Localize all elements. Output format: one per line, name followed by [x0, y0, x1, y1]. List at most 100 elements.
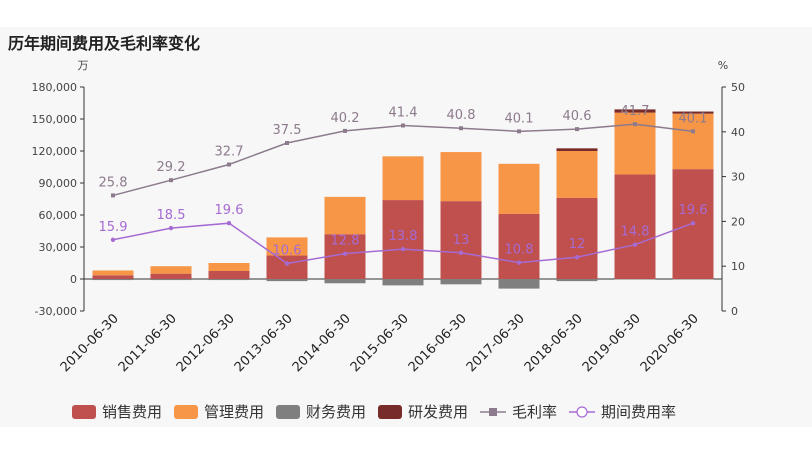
left-axis-unit: 万	[78, 59, 89, 72]
right-tick-label: 10	[731, 260, 745, 273]
bar-segment	[556, 197, 598, 279]
right-tick-label: 40	[731, 126, 745, 139]
line-point	[342, 251, 348, 256]
x-tick-label: 2015-06-30	[348, 311, 412, 375]
left-tick-label: 120,000	[32, 145, 78, 158]
data-label: 32.7	[215, 145, 244, 160]
data-label: 12.8	[331, 234, 360, 249]
data-label: 40.8	[447, 108, 476, 123]
bar-segment	[672, 111, 714, 114]
line-point	[574, 255, 580, 260]
data-label: 19.6	[215, 203, 244, 218]
right-tick-label: 30	[731, 171, 745, 184]
bar-segment	[556, 151, 598, 198]
data-label: 37.5	[273, 123, 302, 138]
line-point	[458, 250, 464, 255]
line-point	[227, 162, 231, 167]
data-label: 25.8	[99, 175, 128, 190]
x-tick-label: 2011-06-30	[116, 311, 180, 375]
left-tick-label: 180,000	[32, 81, 78, 94]
data-label: 10.8	[505, 243, 534, 258]
line-point	[575, 127, 579, 132]
legend-label: 管理费用	[204, 403, 264, 421]
bar-segment	[208, 263, 250, 271]
data-label: 29.2	[157, 160, 186, 175]
line-point	[111, 193, 115, 198]
bar-segment	[614, 174, 656, 279]
data-label: 18.5	[157, 208, 186, 223]
line-point	[632, 242, 638, 247]
bar-segment	[498, 279, 540, 289]
line-point	[168, 225, 174, 231]
right-tick-label: 0	[731, 305, 738, 318]
legend-label: 毛利率	[512, 403, 557, 421]
right-tick-label: 50	[731, 81, 745, 94]
bar-segment	[440, 201, 482, 279]
bar-segment	[556, 148, 598, 151]
line-point	[284, 261, 290, 266]
data-label: 40.1	[679, 111, 708, 126]
legend-swatch	[378, 405, 402, 419]
bar-segment	[382, 156, 424, 201]
right-axis-unit: %	[718, 59, 728, 72]
x-tick-label: 2016-06-30	[406, 311, 470, 375]
bar-segment	[208, 279, 250, 281]
line-point	[285, 141, 289, 145]
bar-segment	[150, 266, 192, 274]
x-tick-label: 2020-06-30	[638, 311, 702, 375]
bar-segment	[440, 152, 482, 202]
left-tick-label: 30,000	[39, 241, 78, 254]
line-point	[459, 126, 463, 131]
bar-segment	[92, 275, 134, 279]
left-tick-label: 150,000	[32, 113, 78, 126]
legend-label: 期间费用率	[601, 403, 676, 421]
data-label: 40.1	[505, 111, 534, 126]
bar-segment	[150, 273, 192, 279]
x-tick-label: 2013-06-30	[232, 311, 296, 375]
bar-segment	[92, 270, 134, 276]
line-point	[516, 260, 522, 265]
bar-segment	[208, 271, 250, 279]
bar-segment	[498, 213, 540, 279]
legend-label: 研发费用	[408, 403, 468, 421]
bar-segment	[556, 279, 598, 282]
legend-marker	[576, 406, 588, 418]
line-point	[169, 178, 173, 183]
legend-swatch	[276, 405, 300, 419]
bar-segment	[150, 279, 192, 281]
data-label: 15.9	[99, 220, 128, 235]
x-tick-label: 2014-06-30	[290, 311, 354, 375]
line-point	[401, 123, 405, 128]
bar-segment	[266, 279, 308, 282]
bar-segment	[498, 163, 540, 214]
line-point	[633, 122, 637, 127]
bar-segment	[672, 113, 714, 170]
bar-segment	[382, 279, 424, 286]
bar-segment	[92, 279, 134, 281]
legend-swatch	[72, 405, 96, 419]
legend-swatch	[174, 405, 198, 419]
bar-segment	[324, 279, 366, 284]
line-point	[691, 129, 695, 134]
x-tick-label: 2019-06-30	[580, 311, 644, 375]
data-label: 10.6	[273, 244, 302, 259]
bar-segment	[614, 109, 656, 113]
data-label: 12	[569, 237, 586, 252]
x-tick-label: 2010-06-30	[58, 311, 122, 375]
left-tick-label: 0	[70, 273, 77, 286]
bar-segment	[672, 279, 714, 280]
bar-segment	[324, 196, 366, 235]
line-point	[226, 220, 232, 226]
legend-label: 销售费用	[102, 403, 162, 421]
x-tick-label: 2017-06-30	[464, 311, 528, 375]
bar-segment	[440, 279, 482, 285]
data-label: 41.4	[389, 106, 418, 121]
line-point	[690, 220, 696, 226]
data-label: 14.8	[621, 225, 650, 240]
data-label: 13.8	[389, 229, 418, 244]
legend-label: 财务费用	[306, 403, 366, 421]
data-label: 19.6	[679, 203, 708, 218]
legend-marker	[489, 408, 497, 416]
bar-segment	[614, 279, 656, 280]
